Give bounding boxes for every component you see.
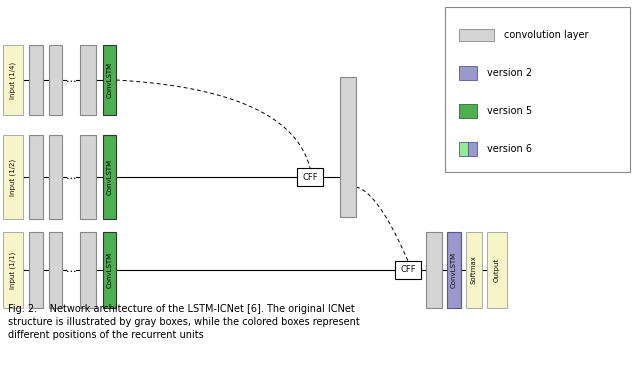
FancyBboxPatch shape bbox=[103, 45, 116, 115]
Text: ConvLSTM: ConvLSTM bbox=[451, 252, 457, 288]
Text: Input (1/2): Input (1/2) bbox=[10, 158, 16, 196]
FancyBboxPatch shape bbox=[3, 232, 23, 308]
FancyBboxPatch shape bbox=[29, 45, 43, 115]
FancyBboxPatch shape bbox=[426, 232, 442, 308]
Text: ...: ... bbox=[66, 264, 76, 274]
Text: ConvLSTM: ConvLSTM bbox=[106, 159, 113, 195]
Text: ...: ... bbox=[66, 171, 76, 181]
Text: CFF: CFF bbox=[302, 173, 318, 182]
FancyBboxPatch shape bbox=[447, 232, 461, 308]
FancyBboxPatch shape bbox=[49, 45, 62, 115]
FancyBboxPatch shape bbox=[49, 135, 62, 219]
FancyBboxPatch shape bbox=[49, 232, 62, 308]
FancyBboxPatch shape bbox=[459, 104, 477, 118]
FancyBboxPatch shape bbox=[340, 77, 356, 217]
Text: version 2: version 2 bbox=[487, 68, 532, 78]
FancyBboxPatch shape bbox=[103, 232, 116, 308]
FancyBboxPatch shape bbox=[459, 142, 468, 156]
Text: ConvLSTM: ConvLSTM bbox=[106, 62, 113, 98]
FancyBboxPatch shape bbox=[459, 29, 494, 41]
FancyBboxPatch shape bbox=[395, 261, 421, 279]
FancyBboxPatch shape bbox=[29, 232, 43, 308]
Text: Output: Output bbox=[494, 258, 500, 282]
Text: Input (1/4): Input (1/4) bbox=[10, 61, 16, 99]
FancyBboxPatch shape bbox=[466, 232, 482, 308]
Text: CFF: CFF bbox=[400, 266, 416, 275]
FancyBboxPatch shape bbox=[468, 142, 477, 156]
FancyBboxPatch shape bbox=[3, 135, 23, 219]
Text: structure is illustrated by gray boxes, while the colored boxes represent: structure is illustrated by gray boxes, … bbox=[8, 317, 360, 327]
Text: different positions of the recurrent units: different positions of the recurrent uni… bbox=[8, 330, 204, 340]
FancyBboxPatch shape bbox=[103, 135, 116, 219]
FancyBboxPatch shape bbox=[29, 135, 43, 219]
Text: Softmax: Softmax bbox=[471, 256, 477, 285]
FancyBboxPatch shape bbox=[80, 232, 96, 308]
Text: Fig. 2.    Network architecture of the LSTM-ICNet [6]. The original ICNet: Fig. 2. Network architecture of the LSTM… bbox=[8, 304, 355, 314]
FancyBboxPatch shape bbox=[3, 45, 23, 115]
Text: ConvLSTM: ConvLSTM bbox=[106, 252, 113, 288]
Text: Input (1/1): Input (1/1) bbox=[10, 251, 16, 289]
Text: version 5: version 5 bbox=[487, 106, 532, 116]
Text: version 6: version 6 bbox=[487, 144, 532, 154]
FancyBboxPatch shape bbox=[459, 66, 477, 80]
Text: ...: ... bbox=[66, 74, 76, 84]
FancyBboxPatch shape bbox=[297, 168, 323, 186]
FancyBboxPatch shape bbox=[80, 135, 96, 219]
FancyBboxPatch shape bbox=[80, 45, 96, 115]
Text: convolution layer: convolution layer bbox=[504, 30, 589, 40]
FancyBboxPatch shape bbox=[445, 7, 630, 172]
FancyBboxPatch shape bbox=[487, 232, 507, 308]
